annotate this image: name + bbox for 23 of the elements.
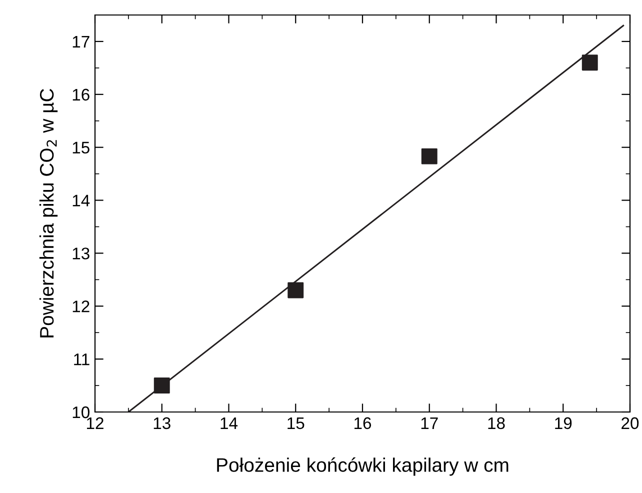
y-tick-label: 15 — [72, 142, 90, 154]
y-tick-label: 12 — [72, 300, 90, 312]
x-tick-label: 20 — [622, 417, 639, 430]
y-tick-label: 11 — [74, 354, 90, 366]
x-tick-label: 16 — [354, 417, 372, 430]
x-axis-title: Położenie końcówki kapilary w cm — [217, 457, 508, 476]
x-tick-label: 15 — [288, 417, 304, 430]
y-tick-label: 17 — [72, 36, 90, 48]
y-tick-label: 14 — [72, 194, 90, 206]
x-tick-label: 19 — [555, 417, 572, 430]
x-tick-label: 14 — [220, 417, 238, 429]
point — [421, 148, 438, 164]
y-axis-title: Powierzchnia piku CO$_{2}$ w µC — [39, 88, 58, 338]
y-tick-label: 16 — [72, 88, 90, 101]
x-tick-label: 17 — [421, 417, 438, 429]
point — [154, 378, 170, 394]
x-tick-label: 12 — [87, 417, 104, 429]
x-tick-label: 13 — [154, 417, 170, 430]
y-tick-label: 10 — [72, 406, 90, 418]
y-tick-label: 13 — [72, 248, 90, 260]
x-tick-label: 18 — [488, 417, 505, 430]
point — [582, 54, 598, 71]
point — [288, 282, 304, 298]
